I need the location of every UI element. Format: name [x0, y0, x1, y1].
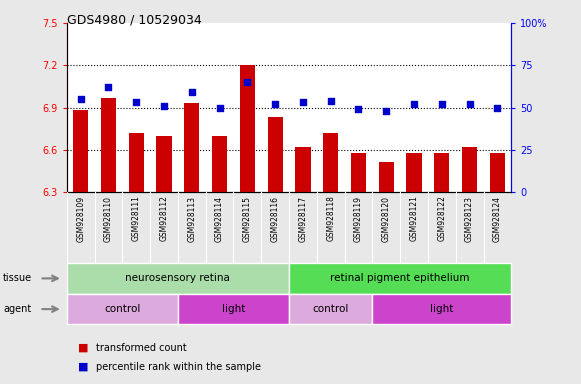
Text: GSM928117: GSM928117 — [299, 195, 307, 242]
Text: control: control — [313, 304, 349, 314]
Text: GSM928114: GSM928114 — [215, 195, 224, 242]
Point — [437, 101, 446, 107]
Point — [243, 79, 252, 85]
Bar — [434, 152, 450, 192]
Text: retinal pigment epithelium: retinal pigment epithelium — [331, 273, 470, 283]
Bar — [372, 294, 511, 324]
Text: GSM928111: GSM928111 — [132, 195, 141, 242]
Bar — [267, 118, 283, 192]
Text: GSM928116: GSM928116 — [271, 195, 279, 242]
Bar — [178, 294, 289, 324]
Bar — [212, 136, 227, 192]
Point — [187, 89, 196, 95]
Text: GSM928123: GSM928123 — [465, 195, 474, 242]
Text: light: light — [222, 304, 245, 314]
Bar — [490, 152, 505, 192]
Bar — [289, 294, 372, 324]
Bar — [379, 162, 394, 192]
Bar — [351, 152, 366, 192]
Bar — [289, 263, 511, 294]
Point — [465, 101, 474, 107]
Bar — [295, 147, 311, 192]
Text: ■: ■ — [78, 343, 89, 353]
Bar — [407, 152, 422, 192]
Text: GSM928121: GSM928121 — [410, 195, 418, 242]
Bar — [462, 147, 477, 192]
Point — [159, 103, 168, 109]
Text: GSM928112: GSM928112 — [160, 195, 168, 242]
Text: percentile rank within the sample: percentile rank within the sample — [96, 362, 261, 372]
Text: GDS4980 / 10529034: GDS4980 / 10529034 — [67, 13, 202, 26]
Bar — [128, 133, 144, 192]
Bar — [67, 263, 289, 294]
Text: GSM928109: GSM928109 — [76, 195, 85, 242]
Point — [354, 106, 363, 112]
Bar — [101, 98, 116, 192]
Bar — [323, 133, 338, 192]
Text: transformed count: transformed count — [96, 343, 187, 353]
Point — [298, 99, 307, 106]
Point — [493, 104, 502, 111]
Text: GSM928113: GSM928113 — [187, 195, 196, 242]
Text: GSM928120: GSM928120 — [382, 195, 391, 242]
Point — [382, 108, 391, 114]
Text: GSM928119: GSM928119 — [354, 195, 363, 242]
Text: GSM928115: GSM928115 — [243, 195, 252, 242]
Text: control: control — [104, 304, 141, 314]
Bar — [73, 110, 88, 192]
Text: GSM928110: GSM928110 — [104, 195, 113, 242]
Text: light: light — [430, 304, 454, 314]
Bar — [184, 103, 199, 192]
Point — [410, 101, 419, 107]
Bar — [156, 136, 171, 192]
Text: tissue: tissue — [3, 273, 32, 283]
Point — [215, 104, 224, 111]
Point — [104, 84, 113, 90]
Text: agent: agent — [3, 304, 31, 314]
Text: GSM928122: GSM928122 — [437, 195, 446, 242]
Text: GSM928124: GSM928124 — [493, 195, 502, 242]
Point — [326, 98, 335, 104]
Point — [76, 96, 85, 102]
Point — [132, 99, 141, 106]
Bar — [67, 294, 178, 324]
Text: GSM928118: GSM928118 — [326, 195, 335, 242]
Text: ■: ■ — [78, 362, 89, 372]
Point — [271, 101, 280, 107]
Text: neurosensory retina: neurosensory retina — [125, 273, 231, 283]
Bar — [240, 65, 255, 192]
